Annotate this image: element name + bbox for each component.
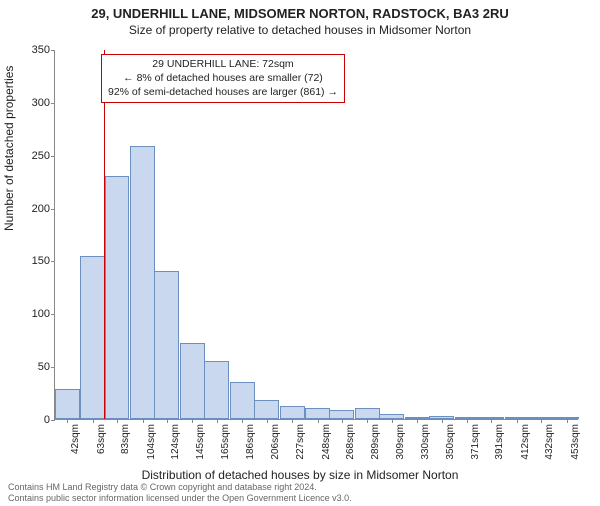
x-tick [392, 419, 393, 423]
x-tick-label: 289sqm [370, 424, 381, 460]
histogram-bar [355, 408, 380, 419]
histogram-bar [130, 146, 155, 419]
x-tick [541, 419, 542, 423]
y-tick [51, 156, 55, 157]
x-tick [167, 419, 168, 423]
histogram-bar [105, 176, 130, 419]
histogram-bar [80, 256, 105, 419]
x-tick-label: 165sqm [220, 424, 231, 460]
footer-line-1: Contains HM Land Registry data © Crown c… [8, 482, 352, 493]
x-tick-label: 104sqm [146, 424, 157, 460]
histogram-bar [455, 417, 480, 419]
y-tick [51, 367, 55, 368]
annotation-box: 29 UNDERHILL LANE: 72sqm← 8% of detached… [101, 54, 345, 103]
histogram-bar [254, 400, 279, 419]
y-tick [51, 209, 55, 210]
y-axis-label: Number of detached properties [2, 66, 16, 231]
histogram-bar [280, 406, 305, 419]
histogram-bar [554, 417, 579, 419]
histogram-bar [204, 361, 229, 419]
y-tick-label: 300 [20, 97, 50, 109]
x-tick-label: 371sqm [470, 424, 481, 460]
x-tick-label: 124sqm [170, 424, 181, 460]
x-tick [242, 419, 243, 423]
histogram-bar [405, 417, 430, 419]
y-tick [51, 103, 55, 104]
histogram-bar [55, 389, 80, 419]
histogram-bar [505, 417, 530, 419]
histogram-bar [329, 410, 354, 420]
annotation-line: 92% of semi-detached houses are larger (… [108, 85, 338, 99]
x-tick [143, 419, 144, 423]
x-tick-label: 227sqm [295, 424, 306, 460]
histogram-bar [529, 417, 554, 419]
x-tick-label: 432sqm [544, 424, 555, 460]
y-tick-label: 50 [20, 361, 50, 373]
chart-subtitle: Size of property relative to detached ho… [0, 23, 600, 37]
y-tick-label: 350 [20, 44, 50, 56]
chart-plot-area: 42sqm63sqm83sqm104sqm124sqm145sqm165sqm1… [54, 50, 578, 420]
x-tick [517, 419, 518, 423]
y-tick-label: 0 [20, 414, 50, 426]
x-tick-label: 453sqm [570, 424, 581, 460]
y-tick-label: 100 [20, 308, 50, 320]
x-tick-label: 145sqm [195, 424, 206, 460]
x-tick-label: 83sqm [120, 424, 131, 454]
x-tick-label: 391sqm [494, 424, 505, 460]
chart-title: 29, UNDERHILL LANE, MIDSOMER NORTON, RAD… [0, 6, 600, 21]
x-tick [491, 419, 492, 423]
y-tick [51, 50, 55, 51]
reference-line [104, 50, 105, 419]
y-tick-label: 200 [20, 203, 50, 215]
x-tick [192, 419, 193, 423]
x-tick-label: 268sqm [345, 424, 356, 460]
histogram-bar [479, 417, 504, 419]
footer-line-2: Contains public sector information licen… [8, 493, 352, 504]
x-tick [417, 419, 418, 423]
x-tick [318, 419, 319, 423]
x-tick [267, 419, 268, 423]
y-tick-label: 150 [20, 255, 50, 267]
x-tick [467, 419, 468, 423]
x-axis-label: Distribution of detached houses by size … [0, 468, 600, 482]
x-tick [367, 419, 368, 423]
x-tick-label: 350sqm [445, 424, 456, 460]
histogram-bar [305, 408, 330, 419]
histogram-bar [180, 343, 205, 419]
x-tick [342, 419, 343, 423]
x-tick [117, 419, 118, 423]
x-tick-label: 248sqm [321, 424, 332, 460]
x-tick [292, 419, 293, 423]
y-tick [51, 420, 55, 421]
x-tick-label: 330sqm [420, 424, 431, 460]
x-tick [67, 419, 68, 423]
x-tick [567, 419, 568, 423]
y-tick [51, 261, 55, 262]
x-tick-label: 206sqm [270, 424, 281, 460]
x-tick-label: 186sqm [245, 424, 256, 460]
x-tick [217, 419, 218, 423]
histogram-bar [379, 414, 404, 419]
y-tick [51, 314, 55, 315]
x-tick-label: 42sqm [70, 424, 81, 454]
histogram-bar [230, 382, 255, 419]
annotation-line: 29 UNDERHILL LANE: 72sqm [108, 57, 338, 71]
annotation-line: ← 8% of detached houses are smaller (72) [108, 71, 338, 85]
y-tick-label: 250 [20, 150, 50, 162]
x-tick [93, 419, 94, 423]
x-tick-label: 63sqm [96, 424, 107, 454]
histogram-bar [429, 416, 454, 419]
x-tick [442, 419, 443, 423]
histogram-bar [154, 271, 179, 419]
x-tick-label: 309sqm [395, 424, 406, 460]
x-tick-label: 412sqm [520, 424, 531, 460]
footer-attribution: Contains HM Land Registry data © Crown c… [8, 482, 352, 505]
